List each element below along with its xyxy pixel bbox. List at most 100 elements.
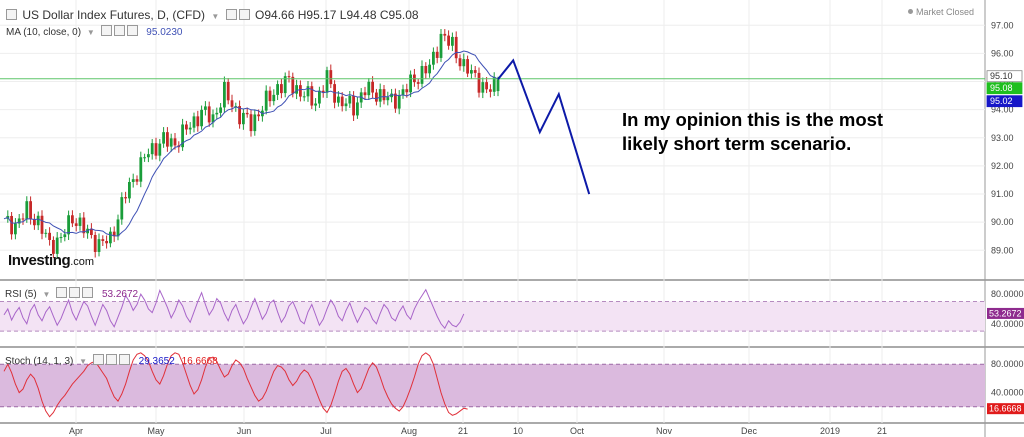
chevron-down-icon[interactable]: ▼ [211, 12, 220, 21]
candle-body [473, 70, 477, 73]
settings-icon[interactable] [56, 287, 68, 298]
candle-body [120, 197, 124, 220]
candle-body [492, 76, 496, 92]
candle-body [112, 231, 116, 237]
candle-body [74, 223, 78, 226]
y-tick-label: 94.00 [991, 105, 1014, 115]
ma-legend: MA (10, close, 0) ▼ 95.0230 [6, 25, 182, 38]
remove-icon[interactable] [118, 354, 130, 365]
candle-body [71, 215, 74, 224]
candle-body [264, 90, 268, 111]
candle-body [169, 138, 173, 147]
candle-body [390, 93, 393, 98]
candle-body [382, 89, 386, 101]
candle-body [420, 65, 424, 84]
candle-body [451, 36, 454, 46]
candle-body [242, 112, 245, 125]
y-tick-label: 97.00 [991, 20, 1014, 30]
rsi-legend: RSI (5) ▼ 53.2672 [5, 287, 138, 300]
candle-body [196, 116, 200, 127]
chevron-down-icon[interactable]: ▼ [79, 357, 88, 366]
x-tick-label: 21 [877, 426, 887, 436]
candle-body [192, 116, 196, 128]
candle-body [257, 114, 260, 117]
candle-body [310, 86, 314, 106]
candle-body [394, 93, 397, 109]
candle-body [287, 76, 291, 78]
candle-body [325, 70, 329, 93]
y-tick-label: 93.00 [991, 133, 1014, 143]
open-label: O [255, 8, 265, 22]
chevron-down-icon[interactable]: ▼ [86, 28, 95, 37]
high-value: 95.17 [306, 8, 337, 22]
candle-body [397, 95, 401, 109]
candle-body [185, 124, 188, 130]
logo-main: Investing [8, 252, 71, 269]
stoch-value-tag [987, 403, 1024, 415]
stoch-tick-label: 40.0000 [991, 388, 1024, 398]
hide-icon[interactable] [113, 25, 125, 36]
candle-body [470, 70, 473, 74]
annotation-line-2: likely short term scenario. [622, 133, 852, 154]
candle-body [139, 157, 143, 182]
candle-body [428, 64, 431, 74]
hide-icon[interactable] [105, 354, 117, 365]
candle-body [276, 84, 279, 95]
candle-body [82, 217, 86, 234]
remove-icon[interactable] [126, 25, 138, 36]
settings-icon[interactable] [225, 9, 237, 20]
candle-body [162, 132, 165, 144]
candle-body [166, 132, 169, 147]
candle-body [496, 79, 500, 92]
x-tick-label: Jun [237, 426, 252, 436]
ma-label: MA (10, close, 0) [6, 27, 82, 38]
candle-body [318, 90, 321, 104]
ma-value: 95.0230 [146, 27, 183, 38]
price-tags: 95.10 95.08 95.02 53.2672 16.6668 [986, 70, 1024, 415]
candle-body [333, 84, 336, 103]
candle-body [458, 58, 462, 67]
candle-body [14, 223, 17, 235]
candle-body [280, 84, 283, 94]
candle-body [443, 33, 447, 36]
forecast-path [497, 58, 591, 195]
candle-body [253, 114, 257, 132]
candle-body [29, 201, 32, 220]
candle-body [59, 237, 63, 239]
annotation-text: In my opinion this is the most likely sh… [622, 108, 883, 156]
remove-icon[interactable] [82, 287, 94, 298]
candle-body [283, 76, 287, 94]
stoch-band [0, 364, 985, 407]
price-tag-label: 95.08 [990, 83, 1013, 93]
candle-body [375, 92, 378, 102]
rsi-line [3, 288, 465, 330]
price-axis: Apr May Jun Jul Aug 21 10 Oct Nov Dec 2019 2189.009… [69, 20, 1024, 436]
settings-icon[interactable] [100, 25, 112, 36]
settings-icon[interactable] [92, 354, 104, 365]
y-tick-label: 90.00 [991, 217, 1014, 227]
candle-body [409, 74, 412, 93]
candle-body [215, 112, 219, 115]
x-tick-label: 2019 [820, 426, 840, 436]
hide-icon[interactable] [238, 9, 250, 20]
hide-icon[interactable] [69, 287, 81, 298]
candle-body [78, 217, 82, 226]
candle-body [204, 106, 207, 110]
collapse-icon[interactable] [6, 9, 17, 20]
chevron-down-icon[interactable]: ▼ [42, 290, 51, 299]
x-tick-label: Jul [320, 426, 332, 436]
candle-body [135, 179, 139, 182]
x-tick-label: Dec [741, 426, 758, 436]
rsi-value-tag-label: 53.2672 [989, 308, 1022, 318]
x-tick-label: 21 [458, 426, 468, 436]
open-value: 94.66 [264, 8, 295, 22]
candle-body [52, 239, 55, 254]
candle-body [363, 92, 367, 96]
candle-body [321, 90, 325, 93]
stoch-line [3, 352, 468, 418]
x-tick-label: Oct [570, 426, 585, 436]
candle-body [10, 215, 13, 235]
candle-body [386, 97, 390, 101]
candle-body [352, 95, 355, 116]
